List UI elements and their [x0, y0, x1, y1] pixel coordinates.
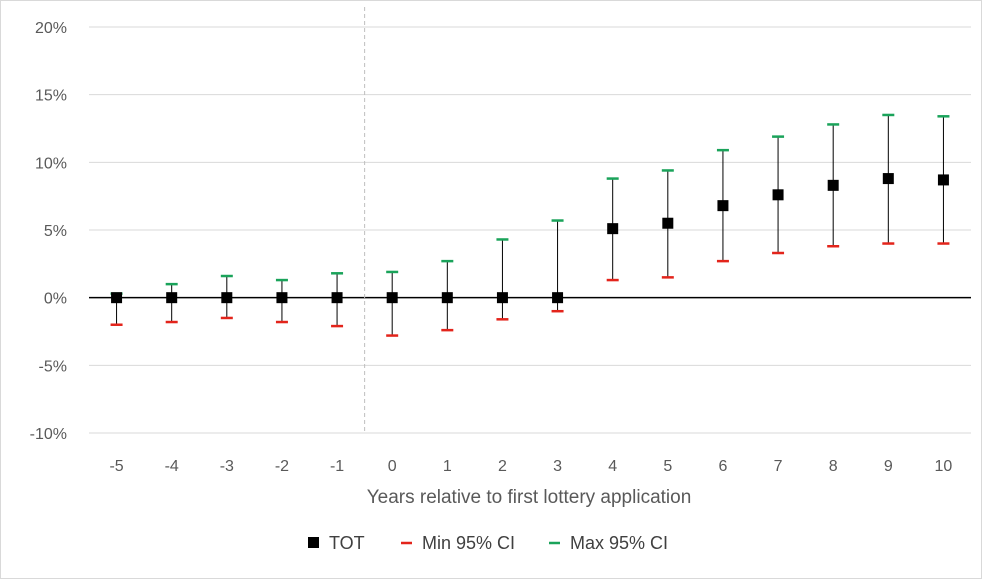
y-tick-label: -10% — [30, 426, 67, 443]
legend-label: Max 95% CI — [570, 533, 668, 553]
legend-label: TOT — [329, 533, 365, 553]
x-tick-label: 4 — [608, 458, 617, 475]
tot-marker — [276, 292, 288, 304]
x-tick-label: 9 — [884, 458, 893, 475]
x-tick-label: 5 — [663, 458, 672, 475]
x-tick-label: 0 — [388, 458, 397, 475]
x-tick-label: -4 — [165, 458, 179, 475]
tot-marker — [827, 179, 839, 191]
x-tick-label: -2 — [275, 458, 289, 475]
x-tick-label: 3 — [553, 458, 562, 475]
tot-marker — [166, 292, 178, 304]
tot-marker — [441, 292, 453, 304]
tot-marker — [496, 292, 508, 304]
error-bars — [116, 114, 944, 336]
x-tick-label: 2 — [498, 458, 507, 475]
tot-marker — [386, 292, 398, 304]
y-tick-labels: -10% -5% 0% 5% 10% 15% 20% — [30, 20, 67, 443]
x-tick-label: 1 — [443, 458, 452, 475]
min-ci-markers — [110, 242, 950, 337]
legend-symbol-tot — [308, 537, 319, 548]
y-tick-label: 5% — [44, 223, 67, 240]
tot-marker — [552, 292, 564, 304]
x-axis-title: Years relative to first lottery applicat… — [367, 487, 692, 508]
tot-marker — [111, 292, 123, 304]
tot-marker — [607, 223, 619, 235]
tot-markers — [111, 173, 949, 304]
x-tick-labels: -5 -4 -3 -2 -1 0 1 2 3 4 5 6 7 8 9 10 — [109, 458, 952, 475]
x-tick-label: -1 — [330, 458, 344, 475]
tot-marker — [221, 292, 233, 304]
x-tick-label: 10 — [935, 458, 953, 475]
legend-label: Min 95% CI — [422, 533, 515, 553]
tot-marker — [331, 292, 343, 304]
tot-marker — [882, 173, 894, 185]
tot-marker — [937, 174, 949, 186]
max-ci-markers — [110, 113, 950, 295]
x-tick-label: 6 — [718, 458, 727, 475]
tot-marker — [662, 217, 674, 229]
y-tick-label: 15% — [35, 88, 67, 105]
legend: TOT Min 95% CI Max 95% CI — [308, 533, 668, 553]
gridlines — [89, 26, 971, 434]
y-tick-label: 20% — [35, 20, 67, 37]
y-tick-label: 10% — [35, 155, 67, 172]
x-tick-label: 8 — [829, 458, 838, 475]
tot-marker — [717, 200, 729, 212]
x-tick-label: -3 — [220, 458, 234, 475]
x-tick-label: 7 — [774, 458, 783, 475]
x-tick-label: -5 — [109, 458, 123, 475]
y-tick-label: -5% — [39, 358, 67, 375]
y-tick-label: 0% — [44, 291, 67, 308]
tot-marker — [772, 189, 784, 201]
